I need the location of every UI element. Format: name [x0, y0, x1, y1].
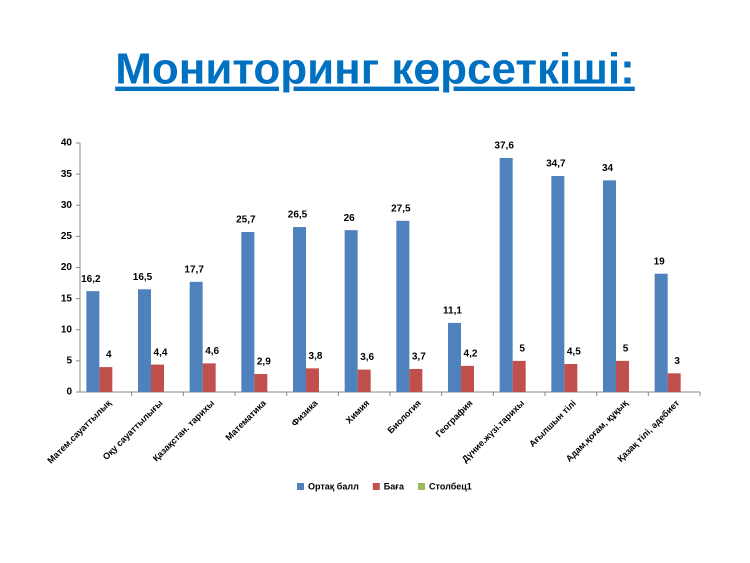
bar: [86, 291, 100, 392]
bar: [461, 365, 474, 392]
data-label: 4,4: [154, 347, 168, 358]
y-tick-label: 10: [61, 324, 73, 335]
y-tick-label: 30: [61, 200, 73, 211]
data-label: 37,6: [494, 141, 514, 152]
data-label: 3: [674, 356, 680, 367]
data-label: 25,7: [236, 215, 256, 226]
bar: [654, 273, 668, 392]
bar: [448, 322, 461, 392]
data-label: 11,1: [443, 306, 462, 317]
bar: [189, 281, 203, 392]
legend-swatch: [372, 483, 380, 490]
data-label: 16,5: [133, 272, 153, 283]
data-label: 4,2: [464, 348, 478, 359]
bar: [603, 180, 616, 392]
y-tick-label: 35: [61, 169, 73, 180]
bar: [202, 363, 216, 392]
x-tick-label: Ағылшын тілі: [527, 398, 578, 449]
y-tick-label: 20: [61, 262, 73, 273]
y-tick-label: 25: [61, 231, 73, 242]
data-label: 26,5: [288, 210, 308, 221]
legend-label: Ортақ балл: [308, 481, 359, 491]
bar: [254, 373, 268, 392]
y-tick-label: 40: [61, 138, 73, 149]
legend-label: Баға: [384, 481, 405, 491]
legend-swatch: [418, 483, 426, 490]
bar: [564, 363, 578, 392]
bar: [667, 373, 681, 392]
x-tick-label: География: [434, 398, 475, 439]
bar: [99, 367, 113, 392]
data-label: 4: [106, 350, 112, 361]
bar: [138, 289, 151, 392]
bar: [512, 360, 526, 392]
legend-swatch: [297, 483, 304, 490]
x-tick-label: Химия: [344, 398, 372, 426]
bar: [241, 232, 255, 392]
data-label: 3,8: [309, 351, 323, 362]
data-label: 27,5: [391, 203, 411, 214]
bar: [344, 230, 358, 392]
data-label: 16,2: [81, 274, 101, 285]
data-label: 2,9: [257, 357, 271, 368]
data-label: 3,6: [360, 352, 374, 363]
bar: [499, 157, 513, 392]
bar: [409, 368, 423, 392]
x-tick-label: Математика: [223, 397, 268, 442]
data-label: 17,7: [184, 264, 204, 275]
y-tick-label: 5: [66, 356, 72, 367]
data-label: 34,7: [546, 159, 566, 170]
y-tick-label: 0: [66, 387, 72, 398]
x-tick-label: Физика: [289, 397, 320, 428]
bar: [306, 368, 319, 392]
y-tick-label: 15: [61, 293, 73, 304]
bar: [151, 364, 164, 392]
bar: [293, 227, 306, 392]
data-label: 4,5: [567, 347, 581, 358]
data-label: 4,6: [205, 346, 219, 357]
data-label: 34: [602, 163, 614, 174]
legend-label: Столбец1: [429, 481, 472, 491]
bar: [616, 360, 629, 392]
data-label: 5: [519, 344, 525, 355]
x-tick-label: Биология: [386, 398, 423, 435]
data-label: 26: [344, 213, 356, 224]
bar: [551, 175, 565, 392]
data-label: 5: [623, 344, 629, 355]
data-label: 3,7: [412, 352, 426, 363]
bar: [396, 220, 410, 392]
chart-title: Мониторинг көрсеткіші:: [115, 45, 635, 94]
bar: [357, 369, 371, 392]
data-label: 19: [654, 256, 666, 267]
